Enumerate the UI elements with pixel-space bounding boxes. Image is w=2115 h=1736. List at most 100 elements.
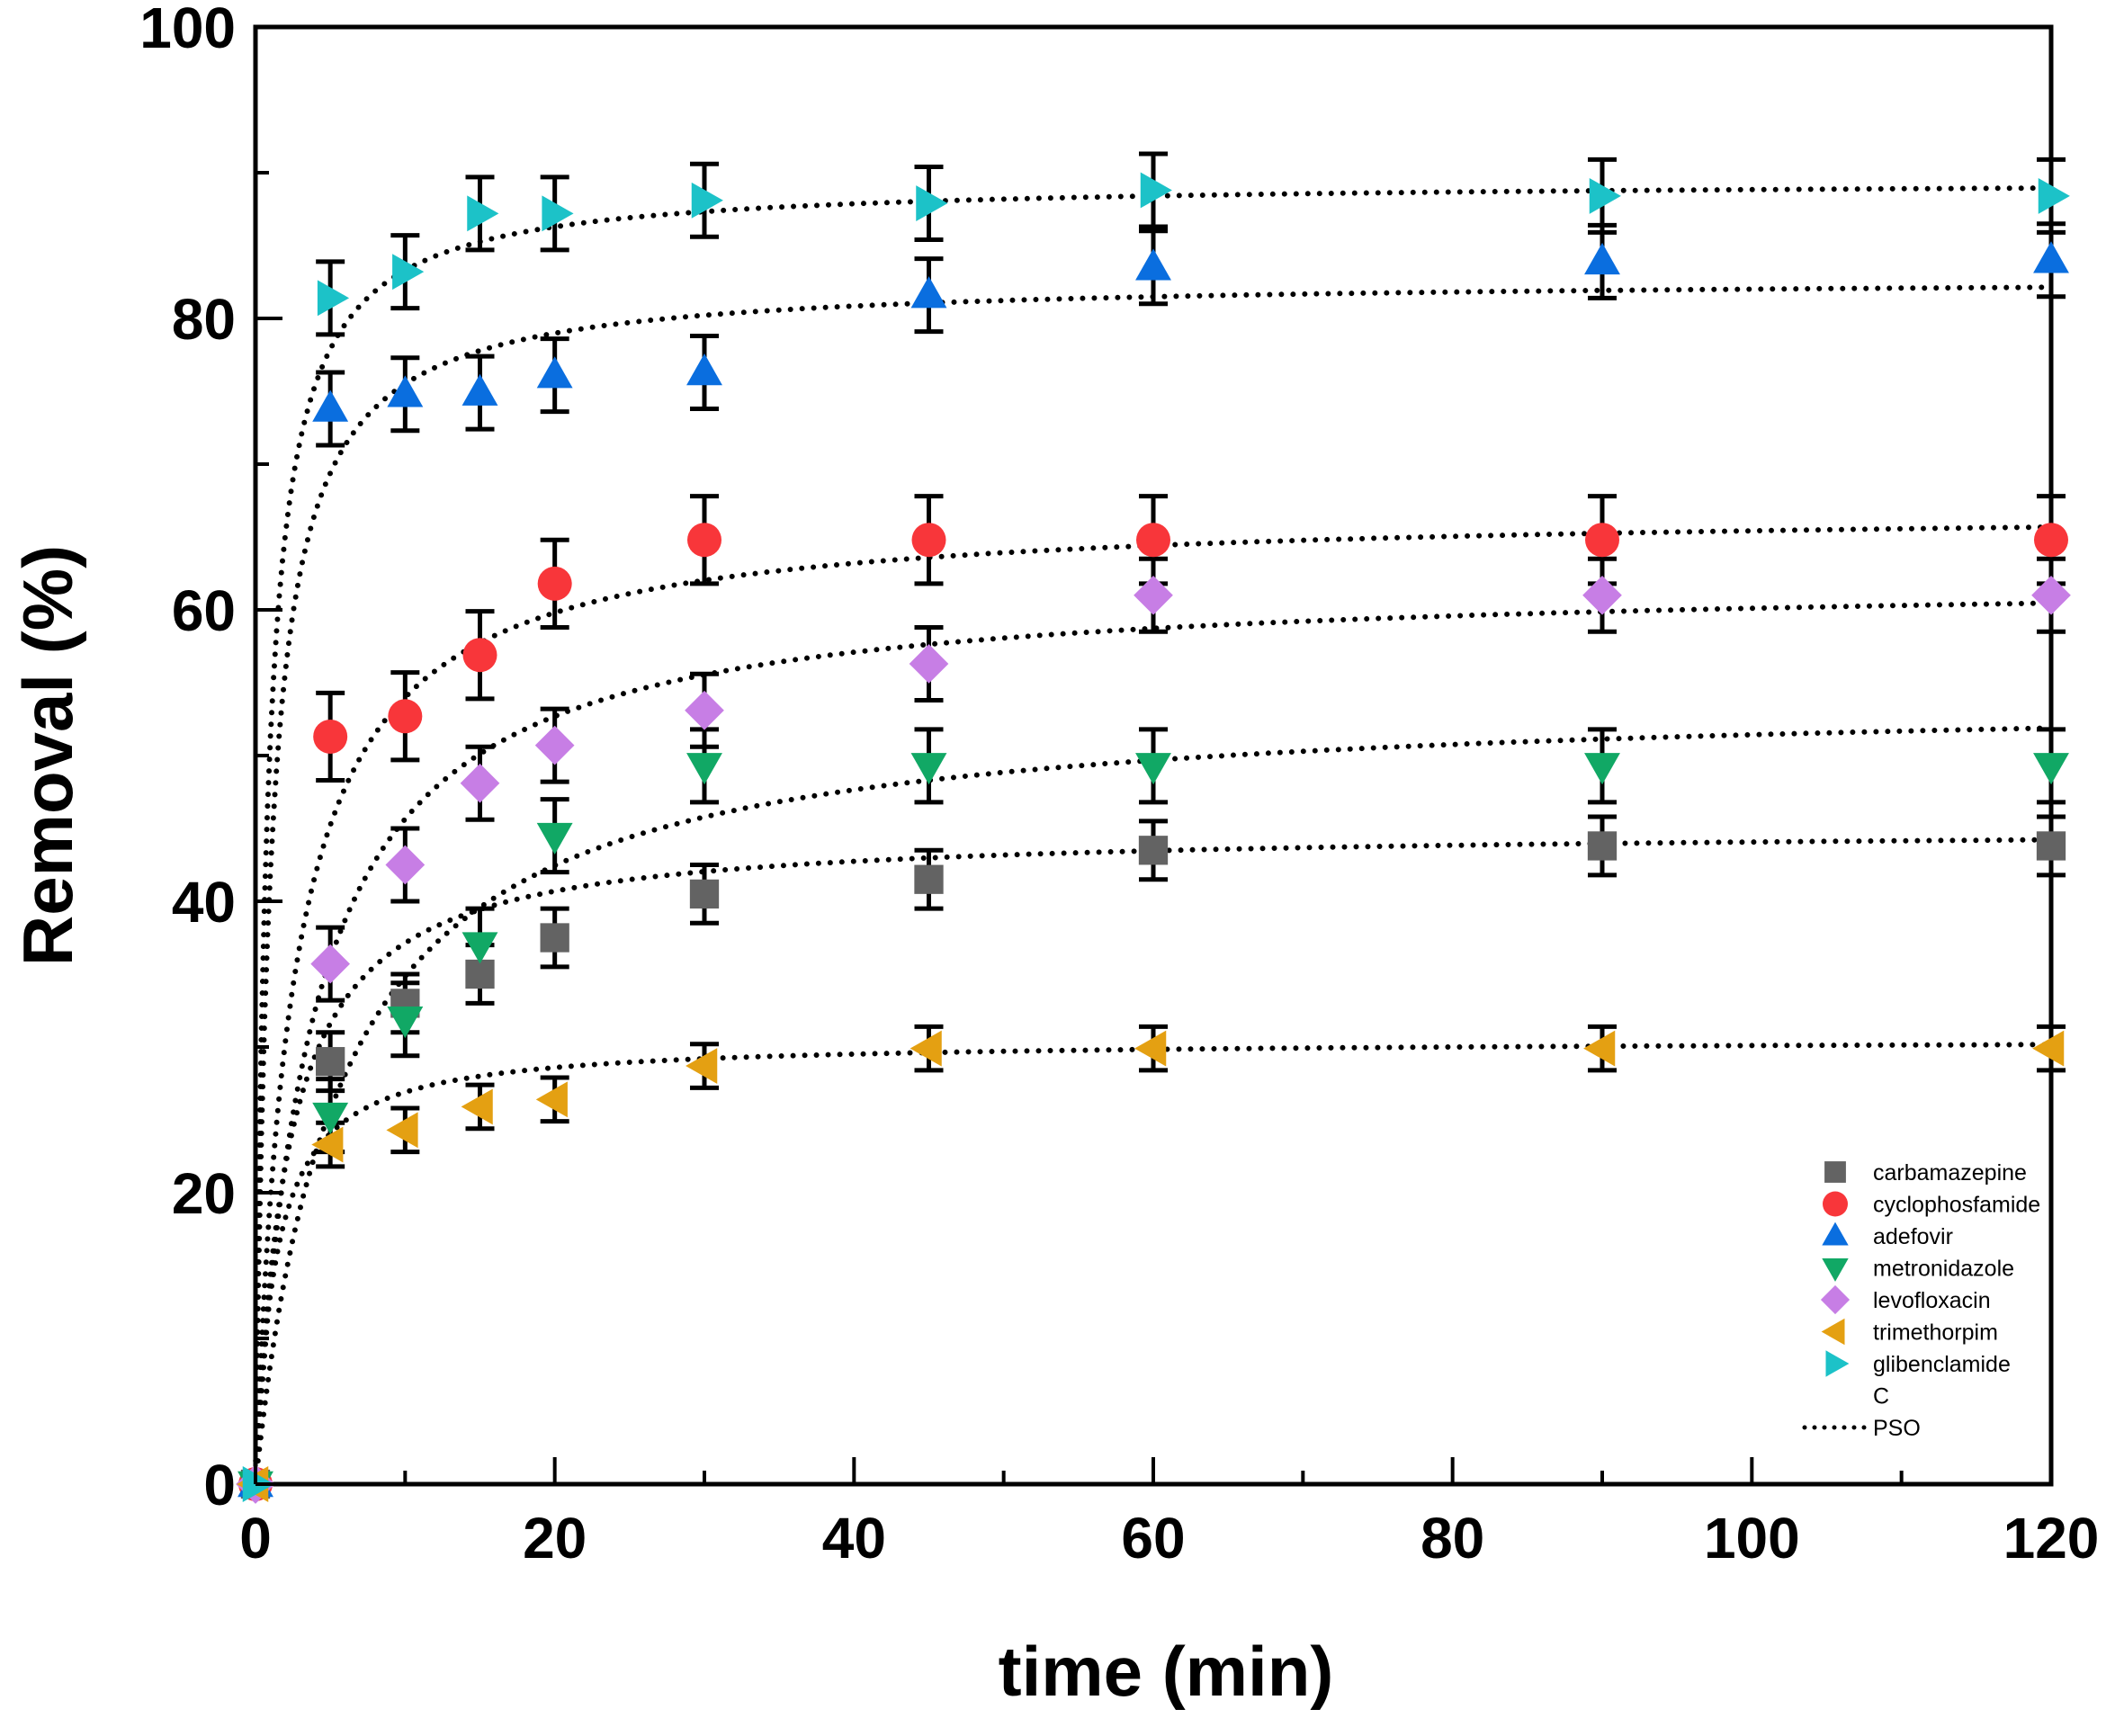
data-point-metronidazole: [2033, 753, 2069, 785]
x-tick-label: 120: [2003, 1506, 2100, 1570]
data-point-metronidazole: [312, 1102, 349, 1135]
data-point-levofloxacin: [1582, 575, 1622, 615]
data-point-cyclophosfamide: [537, 566, 572, 601]
data-point-levofloxacin: [534, 725, 575, 765]
data-point-metronidazole: [910, 753, 947, 785]
data-point-adefovir: [312, 389, 349, 422]
data-point-adefovir: [910, 276, 947, 309]
data-point-cyclophosfamide: [1136, 523, 1170, 558]
x-tick-label: 40: [822, 1506, 886, 1570]
data-point-metronidazole: [387, 1006, 424, 1039]
data-point-carbamazepine: [316, 1047, 345, 1077]
legend-marker-levofloxacin: [1820, 1284, 1851, 1315]
x-axis: 0 20 40 60 80 100 120: [239, 1457, 2099, 1570]
data-point-cyclophosfamide: [313, 719, 348, 754]
data-point-trimethorpim: [686, 1048, 718, 1085]
data-point-levofloxacin: [909, 644, 949, 684]
legend-label: levofloxacin: [1873, 1288, 1991, 1313]
data-point-glibenclamide: [392, 254, 425, 291]
legend-label: metronidazole: [1873, 1257, 2014, 1282]
data-point-glibenclamide: [317, 280, 350, 317]
x-tick-label: 60: [1121, 1506, 1185, 1570]
data-point-metronidazole: [1135, 753, 1171, 785]
legend-marker-carbamazepine: [1824, 1161, 1846, 1183]
data-point-glibenclamide: [542, 195, 574, 232]
legend-marker-cyclophosfamide: [1823, 1191, 1848, 1217]
data-point-trimethorpim: [311, 1126, 344, 1163]
y-axis-title: Removal (%): [8, 545, 87, 966]
legend-marker-adefovir: [1822, 1221, 1849, 1246]
y-tick-label: 100: [139, 0, 236, 60]
data-point-carbamazepine: [689, 879, 720, 909]
x-tick-label: 80: [1420, 1506, 1484, 1570]
legend-label: carbamazepine: [1873, 1160, 2027, 1186]
data-point-levofloxacin: [1134, 575, 1173, 615]
x-axis-title: time (min): [999, 1632, 1334, 1711]
data-point-trimethorpim: [1134, 1030, 1167, 1067]
legend-label: trimethorpim: [1873, 1320, 1998, 1346]
data-point-levofloxacin: [310, 944, 351, 984]
data-point-glibenclamide: [2038, 177, 2070, 214]
data-point-carbamazepine: [914, 864, 944, 894]
y-tick-label: 80: [172, 287, 236, 352]
data-point-glibenclamide: [467, 195, 499, 232]
legend-marker-metronidazole: [1822, 1258, 1849, 1282]
legend-label: cyclophosfamide: [1873, 1193, 2040, 1218]
legend-marker-trimethorpim: [1821, 1318, 1845, 1346]
data-point-trimethorpim: [2032, 1030, 2065, 1067]
data-point-levofloxacin: [460, 763, 500, 803]
data-point-glibenclamide: [1589, 177, 1621, 214]
y-tick-label: 0: [203, 1453, 236, 1517]
error-bars: [316, 151, 2066, 1169]
data-point-levofloxacin: [2031, 575, 2071, 615]
y-tick-label: 20: [172, 1161, 236, 1226]
data-point-metronidazole: [536, 822, 573, 855]
data-point-cyclophosfamide: [462, 638, 497, 673]
data-point-adefovir: [536, 356, 573, 389]
legend-label: glibenclamide: [1873, 1352, 2011, 1377]
data-point-carbamazepine: [1587, 831, 1618, 861]
data-point-metronidazole: [1584, 753, 1620, 785]
pso-fit-curve: [253, 284, 2054, 1487]
data-point-adefovir: [686, 353, 722, 386]
y-axis: 0 20 40 60 80 100: [139, 0, 282, 1517]
data-point-trimethorpim: [535, 1081, 568, 1118]
data-point-carbamazepine: [465, 959, 495, 989]
data-point-adefovir: [1584, 242, 1620, 275]
data-point-glibenclamide: [916, 185, 948, 221]
x-tick-label: 0: [239, 1506, 272, 1570]
data-point-trimethorpim: [386, 1112, 418, 1149]
pso-fit-curve: [253, 1042, 2054, 1487]
data-point-carbamazepine: [2036, 831, 2066, 861]
legend: carbamazepine cyclophosfamide adefovir metr…: [1802, 1160, 2040, 1441]
data-markers: [236, 172, 2071, 1504]
data-point-adefovir: [462, 373, 498, 406]
legend-label: C: [1873, 1384, 1889, 1409]
data-point-cyclophosfamide: [2034, 523, 2068, 558]
data-point-glibenclamide: [1140, 172, 1172, 209]
x-tick-label: 20: [523, 1506, 587, 1570]
data-point-levofloxacin: [385, 845, 426, 885]
data-point-carbamazepine: [540, 923, 569, 953]
legend-marker-glibenclamide: [1825, 1350, 1850, 1377]
pso-fit-curve: [253, 837, 2054, 1487]
pso-fit-curve: [253, 523, 2054, 1487]
data-point-levofloxacin: [685, 690, 724, 730]
data-point-carbamazepine: [1138, 836, 1169, 865]
data-point-cyclophosfamide: [687, 523, 721, 558]
data-point-cyclophosfamide: [1585, 523, 1619, 558]
data-point-adefovir: [2033, 241, 2069, 273]
data-point-metronidazole: [462, 932, 498, 964]
data-point-cyclophosfamide: [388, 699, 423, 734]
legend-label: PSO: [1873, 1416, 1921, 1441]
data-point-glibenclamide: [691, 182, 723, 219]
data-point-adefovir: [1135, 248, 1171, 281]
data-point-adefovir: [387, 375, 424, 407]
x-tick-label: 100: [1704, 1506, 1800, 1570]
data-point-trimethorpim: [910, 1030, 942, 1067]
data-point-trimethorpim: [461, 1088, 493, 1125]
data-point-cyclophosfamide: [911, 523, 946, 558]
y-tick-label: 60: [172, 578, 236, 643]
data-point-trimethorpim: [1583, 1030, 1616, 1067]
